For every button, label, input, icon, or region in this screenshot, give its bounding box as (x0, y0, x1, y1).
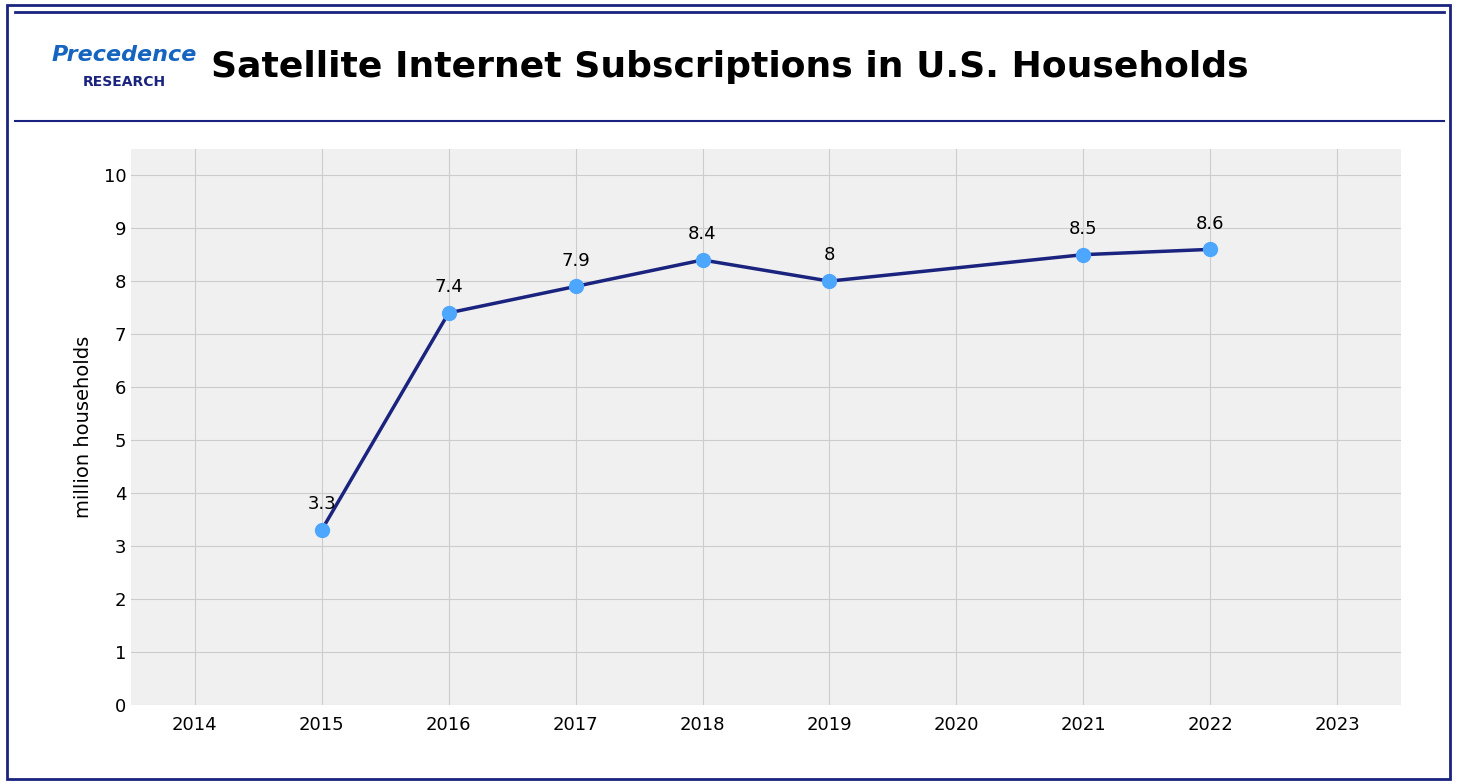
Point (563, 280, 587, 293)
Text: Precedence: Precedence (51, 45, 197, 65)
Text: 7.9: 7.9 (562, 252, 589, 270)
Point (1198, 243, 1221, 255)
Text: 8.5: 8.5 (1069, 220, 1097, 238)
Point (1071, 248, 1094, 261)
Text: 8: 8 (824, 247, 835, 265)
Point (436, 307, 460, 319)
Text: 8.6: 8.6 (1196, 215, 1224, 233)
Text: 8.4: 8.4 (689, 226, 716, 244)
Text: RESEARCH: RESEARCH (83, 75, 165, 89)
Text: Satellite Internet Subscriptions in U.S. Households: Satellite Internet Subscriptions in U.S.… (210, 49, 1249, 84)
Text: 7.4: 7.4 (435, 278, 463, 296)
Point (690, 254, 713, 266)
Point (817, 275, 840, 287)
Point (309, 524, 333, 536)
Y-axis label: million households: million households (74, 336, 93, 518)
Text: 3.3: 3.3 (308, 496, 336, 514)
